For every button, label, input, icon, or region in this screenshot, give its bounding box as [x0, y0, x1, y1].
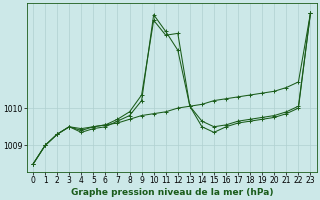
- X-axis label: Graphe pression niveau de la mer (hPa): Graphe pression niveau de la mer (hPa): [70, 188, 273, 197]
